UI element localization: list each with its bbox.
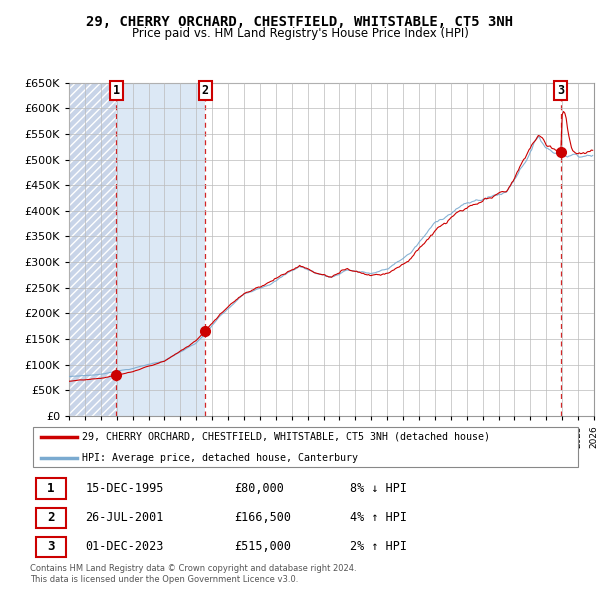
Text: 8% ↓ HPI: 8% ↓ HPI [350, 482, 407, 495]
Text: 2: 2 [202, 84, 209, 97]
Text: 29, CHERRY ORCHARD, CHESTFIELD, WHITSTABLE, CT5 3NH: 29, CHERRY ORCHARD, CHESTFIELD, WHITSTAB… [86, 15, 514, 29]
Text: £515,000: £515,000 [234, 540, 291, 553]
FancyBboxPatch shape [35, 478, 66, 499]
Text: 2% ↑ HPI: 2% ↑ HPI [350, 540, 407, 553]
Text: £166,500: £166,500 [234, 511, 291, 525]
FancyBboxPatch shape [35, 507, 66, 528]
Text: Price paid vs. HM Land Registry's House Price Index (HPI): Price paid vs. HM Land Registry's House … [131, 27, 469, 40]
Text: 26-JUL-2001: 26-JUL-2001 [85, 511, 164, 525]
Text: 29, CHERRY ORCHARD, CHESTFIELD, WHITSTABLE, CT5 3NH (detached house): 29, CHERRY ORCHARD, CHESTFIELD, WHITSTAB… [82, 432, 490, 442]
Text: 1: 1 [47, 482, 55, 495]
FancyBboxPatch shape [35, 537, 66, 557]
Text: 4% ↑ HPI: 4% ↑ HPI [350, 511, 407, 525]
Text: 01-DEC-2023: 01-DEC-2023 [85, 540, 164, 553]
Text: 3: 3 [557, 84, 565, 97]
Text: 1: 1 [113, 84, 119, 97]
Text: 2: 2 [47, 511, 55, 525]
FancyBboxPatch shape [33, 427, 578, 467]
Text: 3: 3 [47, 540, 55, 553]
Text: Contains HM Land Registry data © Crown copyright and database right 2024.: Contains HM Land Registry data © Crown c… [30, 565, 356, 573]
Text: 15-DEC-1995: 15-DEC-1995 [85, 482, 164, 495]
Text: HPI: Average price, detached house, Canterbury: HPI: Average price, detached house, Cant… [82, 453, 358, 463]
Text: £80,000: £80,000 [234, 482, 284, 495]
Text: This data is licensed under the Open Government Licence v3.0.: This data is licensed under the Open Gov… [30, 575, 298, 584]
